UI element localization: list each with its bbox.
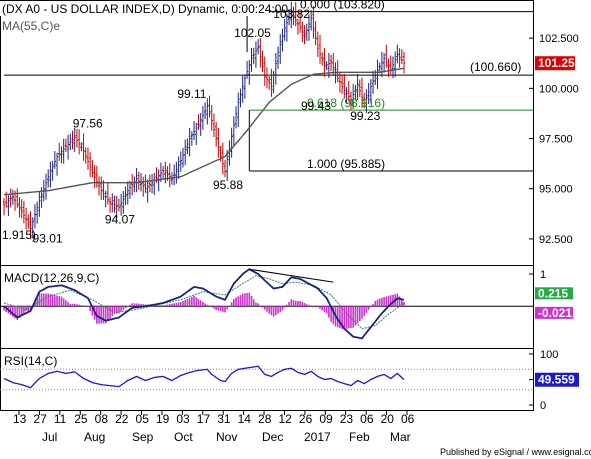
x-tick-label: 22 (115, 412, 129, 426)
last-price-tag (535, 56, 575, 71)
rsi-panel-frame (0, 348, 534, 411)
macd-value-tag (535, 306, 573, 319)
price-annotation: 94.07 (105, 212, 135, 226)
x-month-label: Feb (349, 430, 370, 444)
price-y-tick-label: 100.000 (539, 83, 579, 95)
x-tick-label: 26 (299, 412, 313, 426)
x-month-label: Sep (132, 430, 154, 444)
x-month-label: Mar (390, 430, 411, 444)
macd-line (3, 268, 405, 340)
macd-value-label: -0.021 (538, 306, 572, 320)
x-tick-label: 06 (360, 412, 374, 426)
price-annotation: 93.01 (33, 232, 63, 246)
ma-legend: MA(55,C)e (2, 19, 60, 33)
macd-value-label: 0.215 (538, 286, 568, 300)
price-panel-frame (0, 0, 534, 266)
price-annotation: 102.05 (234, 26, 271, 40)
x-tick-label: 13 (13, 412, 27, 426)
price-annotation: 99.23 (350, 109, 380, 123)
level-label: 0.618 (98.916) (307, 96, 385, 110)
x-tick-label: 27 (33, 412, 47, 426)
x-tick-label: 03 (176, 412, 190, 426)
rsi-value-label: 49.559 (538, 373, 575, 387)
x-tick-label: 23 (340, 412, 354, 426)
price-y-tick-label: 92.500 (539, 234, 573, 246)
x-tick-label: 17 (197, 412, 211, 426)
macd-signal-line (3, 275, 405, 330)
x-tick-label: 25 (74, 412, 88, 426)
ma-55-line (3, 67, 405, 196)
esignal-credit: Published by eSignal / www.esignal.com (440, 447, 591, 457)
rsi-line (3, 365, 405, 389)
x-month-label: Dec (262, 430, 283, 444)
x-tick-label: 09 (319, 412, 333, 426)
title-backdrop (0, 1, 270, 16)
x-tick-label: 12 (278, 412, 292, 426)
x-tick-label: 14 (238, 412, 252, 426)
x-tick-label: 05 (136, 412, 150, 426)
macd-divergence-line (249, 268, 334, 283)
x-tick-label: 19 (156, 412, 170, 426)
price-annotation: 97.56 (73, 116, 103, 130)
x-tick-label: 31 (217, 412, 231, 426)
x-tick-label: 06 (401, 412, 415, 426)
price-annotation: 99.43 (301, 99, 331, 113)
macd-panel: 1 0.215 -0.021 (0, 268, 573, 340)
rsi-y-tick-label: 100 (540, 349, 558, 361)
x-tick-label: 08 (95, 412, 109, 426)
x-month-label: Nov (216, 430, 237, 444)
price-annotation: 1.915) (2, 228, 36, 242)
rsi-y-tick-label: 0 (540, 400, 546, 412)
macd-title: MACD(12,26,9,C) (4, 271, 99, 285)
rsi-panel: 10050049.559 (0, 349, 579, 412)
price-annotation: 103.82 (273, 7, 310, 21)
rsi-title: RSI(14,C) (4, 354, 57, 368)
level-label: 1.000 (95.885) (307, 157, 385, 171)
last-price-label: 101.250 (538, 56, 582, 70)
price-panel: 102.500 100.000 97.500 95.000 92.500 0.000 (1… (2, 0, 582, 246)
level-label: (100.660) (470, 60, 521, 74)
macd-y-tick-label: 1 (540, 269, 546, 281)
price-annotation: 95.88 (213, 178, 243, 192)
x-month-label: Oct (174, 430, 193, 444)
x-month-label: 2017 (304, 430, 331, 444)
x-month-label: Aug (84, 430, 105, 444)
price-annotation: 99.11 (177, 87, 206, 101)
macd-value-tag (535, 287, 573, 300)
rsi-value-tag (535, 372, 579, 387)
x-month-label: Jul (42, 430, 57, 444)
level-label: 0.000 (103.820) (300, 0, 385, 12)
x-tick-label: 20 (381, 412, 395, 426)
price-y-tick-label: 102.500 (539, 33, 579, 45)
price-y-tick-label: 95.000 (539, 184, 573, 196)
x-tick-label: 11 (54, 412, 67, 426)
x-tick-label: 28 (258, 412, 272, 426)
chart-title: (DX A0 - US DOLLAR INDEX,D) Dynamic, 0:0… (2, 2, 288, 16)
price-y-tick-label: 97.500 (539, 134, 573, 146)
x-axis: 13 27 11 25 08 22 05 19 03 17 31 14 28 12 26 09 23 06 20 06… (13, 411, 415, 444)
